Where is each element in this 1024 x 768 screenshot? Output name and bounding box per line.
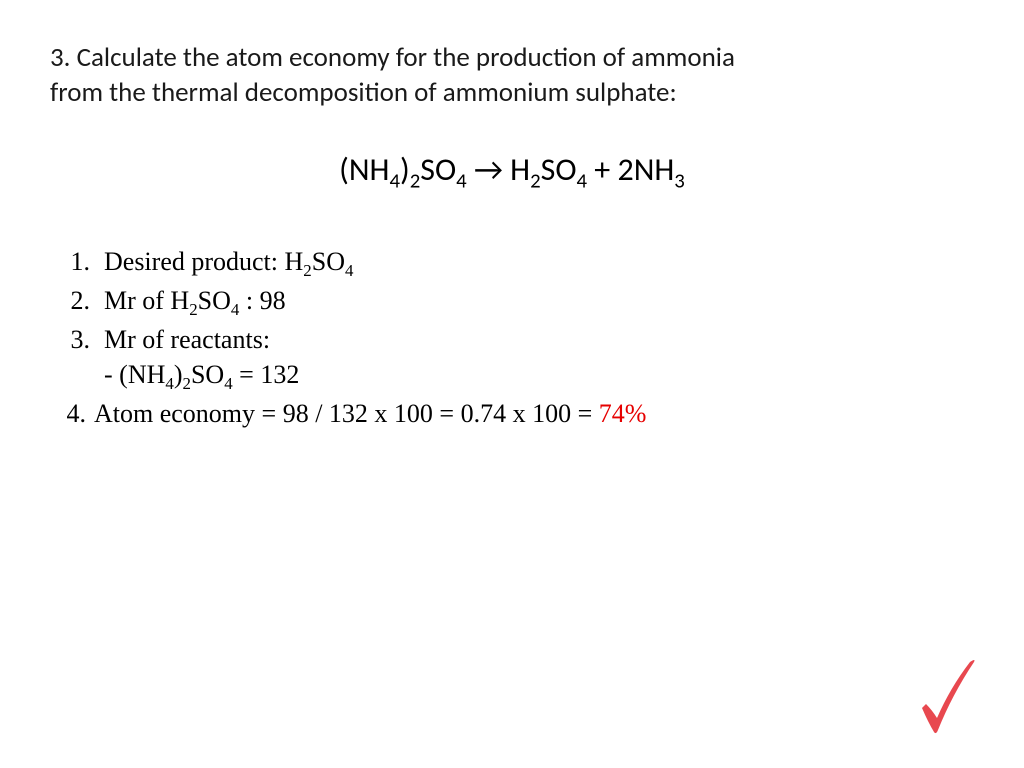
- plus: +: [594, 150, 617, 189]
- step-4: 4. Atom economy = 98 / 132 x 100 = 0.74 …: [60, 396, 974, 431]
- eq-sub: 3: [674, 168, 685, 194]
- sub: 2: [303, 261, 311, 280]
- txt: Desired product: H: [104, 247, 303, 276]
- sub: 2: [183, 374, 191, 393]
- txt: Mr of H: [104, 286, 189, 315]
- txt: ): [174, 360, 183, 389]
- product-1: H2SO4: [510, 150, 594, 189]
- step-number: 4.: [60, 396, 94, 431]
- eq-part: ): [400, 150, 410, 189]
- sub: 4: [165, 374, 173, 393]
- eq-sub: 2: [530, 168, 541, 194]
- question-line-2: from the thermal decomposition of ammoni…: [50, 76, 677, 109]
- sub: 2: [189, 300, 197, 319]
- txt: : 98: [239, 286, 285, 315]
- eq-sub: 4: [389, 168, 400, 194]
- eq-sub: 4: [456, 168, 467, 194]
- final-answer: 74%: [599, 399, 647, 428]
- eq-part: SO: [420, 150, 456, 189]
- eq-part: (NH: [339, 150, 389, 189]
- question-text: 3. Calculate the atom economy for the pr…: [50, 40, 974, 110]
- eq-part: H: [510, 150, 530, 189]
- txt: SO: [312, 247, 345, 276]
- eq-part: SO: [541, 150, 577, 189]
- step-text: Mr of reactants:: [104, 322, 974, 357]
- eq-part: 2NH: [617, 150, 674, 189]
- txt: Atom economy = 98 / 132 x 100 = 0.74 x 1…: [94, 399, 599, 428]
- step-text: Atom economy = 98 / 132 x 100 = 0.74 x 1…: [94, 396, 974, 431]
- slide-content: 3. Calculate the atom economy for the pr…: [0, 0, 1024, 768]
- step-text: Desired product: H2SO4: [104, 244, 974, 283]
- step-number: 3.: [60, 322, 104, 357]
- product-2: 2NH3: [617, 150, 684, 189]
- step-number: 2.: [60, 283, 104, 322]
- step-number: 1.: [60, 244, 104, 283]
- solution-steps: 1. Desired product: H2SO4 2. Mr of H2SO4…: [50, 244, 974, 431]
- txt: - (NH: [104, 360, 165, 389]
- chemical-equation: (NH4)2SO4 → H2SO4 + 2NH3: [50, 150, 974, 193]
- question-line-1: 3. Calculate the atom economy for the pr…: [50, 41, 735, 74]
- txt: SO: [198, 286, 231, 315]
- step-3: 3. Mr of reactants:: [60, 322, 974, 357]
- eq-sub: 4: [577, 168, 588, 194]
- sub: 4: [345, 261, 353, 280]
- step-text: Mr of H2SO4 : 98: [104, 283, 974, 322]
- step-3a: - (NH4)2SO4 = 132: [60, 357, 974, 396]
- step-2: 2. Mr of H2SO4 : 98: [60, 283, 974, 322]
- eq-sub: 2: [410, 168, 421, 194]
- reactant-formula: (NH4)2SO4: [339, 150, 474, 189]
- checkmark-icon: [912, 650, 982, 740]
- arrow: →: [474, 150, 510, 189]
- txt: = 132: [233, 360, 300, 389]
- txt: SO: [191, 360, 224, 389]
- step-1: 1. Desired product: H2SO4: [60, 244, 974, 283]
- sub: 4: [224, 374, 232, 393]
